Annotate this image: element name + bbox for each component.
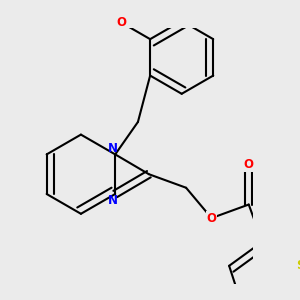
Text: N: N [108,142,118,154]
Text: N: N [108,194,118,207]
Text: O: O [206,212,217,225]
Text: O: O [116,16,126,29]
Text: S: S [296,259,300,272]
Text: O: O [244,158,254,171]
